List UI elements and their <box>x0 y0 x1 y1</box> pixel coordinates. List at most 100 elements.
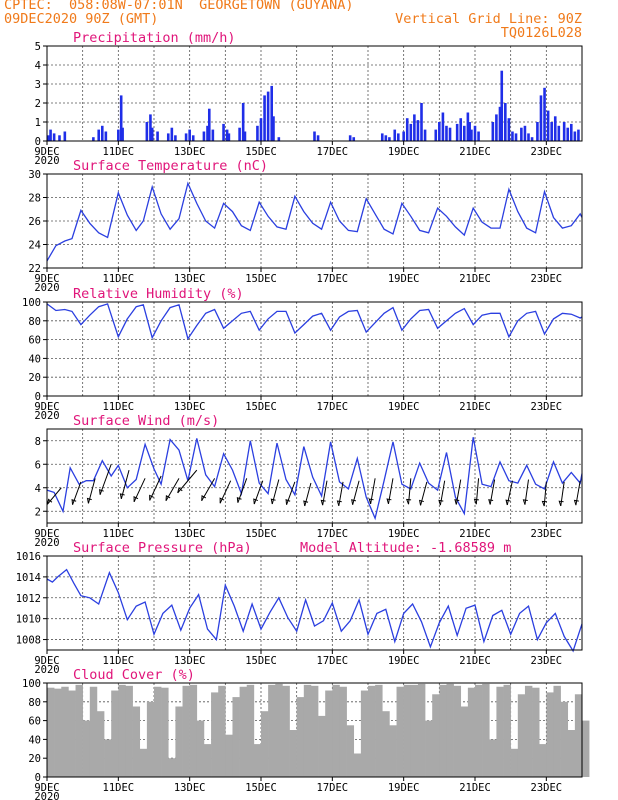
precip-bar <box>121 127 124 141</box>
precip-bar <box>352 137 356 141</box>
precip-bar <box>448 127 452 141</box>
cloud-area-bar <box>567 730 576 777</box>
precip-bar <box>263 95 266 141</box>
header-model-id: TQ0126L028 <box>500 25 582 41</box>
cloud-area-bar <box>125 685 133 777</box>
temp-year-label: 2020 <box>34 282 59 294</box>
wind-vector-head <box>438 499 444 506</box>
rh-xtick-label: 15DEC <box>245 401 277 413</box>
pressure-annotation: Model Altitude: -1.68589 m <box>300 540 511 556</box>
cloud-area-bar <box>467 687 476 777</box>
cloud-area-bar <box>524 685 533 777</box>
precip-bar <box>188 129 191 141</box>
precip-bar <box>470 129 473 141</box>
cloud-area-bar <box>503 684 511 777</box>
cloud-area-bar <box>161 687 169 777</box>
precip-bar <box>438 122 441 141</box>
precip-bar <box>313 131 316 141</box>
rh-frame <box>46 301 583 397</box>
wind-title: Surface Wind (m/s) <box>73 413 219 429</box>
wind-vector <box>87 478 96 504</box>
wind-vector-head <box>418 499 424 506</box>
precip-bar <box>117 129 120 141</box>
temp-series-line <box>46 181 583 262</box>
temp-xtick-label: 21DEC <box>459 273 491 285</box>
wind-vector <box>46 487 62 505</box>
wind-vector-head <box>253 498 259 505</box>
temp-ytick-label: 26 <box>28 216 41 228</box>
wind-vector-head <box>303 500 309 507</box>
precip-xtick-label: 15DEC <box>245 146 277 158</box>
precip-year-label: 2020 <box>34 155 59 167</box>
wind-vector-head <box>46 498 53 505</box>
pressure-title: Surface Pressure (hPa) <box>73 540 252 556</box>
wind-vector-head <box>201 494 207 501</box>
pressure-frame <box>46 555 583 651</box>
precip-bar <box>397 133 400 141</box>
wind-vector-head <box>406 498 412 505</box>
wind-vector-head <box>133 496 139 502</box>
wind-vector <box>271 479 280 505</box>
precip-bar <box>520 127 523 141</box>
rh-xtick-label: 17DEC <box>317 401 349 413</box>
precip-frame <box>46 45 583 142</box>
wind-vector <box>165 478 180 502</box>
precip-bar <box>507 118 511 141</box>
cloud-xtick-label: 11DEC <box>103 782 135 794</box>
temp-xtick-label: 17DEC <box>317 273 349 285</box>
pressure-year-label: 2020 <box>34 664 59 676</box>
precip-bar <box>174 135 177 141</box>
cloud-area-bar <box>68 690 76 777</box>
precip-bar <box>191 135 195 141</box>
wind-xtick-label: 21DEC <box>459 528 491 540</box>
pressure-xtick-label: 19DEC <box>388 655 420 667</box>
wind-vector-head <box>386 498 392 505</box>
cloud-area-bar <box>47 687 55 777</box>
precip-ytick-label: 1 <box>35 117 41 129</box>
cloud-area-bar <box>346 725 355 777</box>
cloud-area-bar <box>360 690 369 777</box>
precip-bar <box>539 95 543 141</box>
precip-bar <box>170 127 174 141</box>
cloud-area-bar <box>54 688 62 777</box>
wind-vector-head <box>99 488 104 495</box>
precip-bar <box>277 137 281 141</box>
precip-bar <box>156 131 159 141</box>
wind-vector-head <box>558 500 564 507</box>
cloud-area-bar <box>239 686 248 777</box>
cloud-ytick-label: 60 <box>28 716 41 728</box>
cloud-area-bar <box>303 684 312 777</box>
cloud-area-bar <box>253 744 262 777</box>
precip-bar <box>222 123 225 141</box>
pressure-series-line <box>46 568 583 653</box>
cloud-area-bar <box>132 706 141 777</box>
wind-vector-head <box>320 499 326 506</box>
wind-vector <box>201 478 216 502</box>
cloud-area-bar <box>154 686 162 777</box>
precip-bar <box>63 131 67 141</box>
temp-xtick-label: 23DEC <box>531 273 563 285</box>
precip-bar <box>166 133 170 141</box>
precip-bar <box>97 129 101 141</box>
cloud-area-bar <box>82 720 91 777</box>
wind-vector-head <box>454 499 460 505</box>
wind-vector-head <box>336 500 342 506</box>
header-vertical-grid-line: Vertical Grid Line: 90Z <box>395 11 582 27</box>
precip-ytick-label: 0 <box>35 136 41 148</box>
precip-bar <box>100 125 104 141</box>
cloud-ytick-label: 100 <box>22 678 41 690</box>
wind-xtick-label: 9DEC <box>34 528 59 540</box>
pressure-ytick-label: 1016 <box>16 551 41 563</box>
cloud-area-bar <box>375 684 383 777</box>
wind-vector <box>99 464 112 495</box>
cloud-area-bar <box>168 758 176 777</box>
precip-bar <box>402 131 405 141</box>
cloud-area-bar <box>61 686 69 777</box>
wind-ytick-label: 2 <box>35 506 41 518</box>
wind-vector <box>304 482 312 507</box>
cloud-area-bar <box>546 692 554 777</box>
temp-ytick-label: 22 <box>28 263 41 275</box>
cloud-area-bar <box>203 744 212 777</box>
cloud-area-bar <box>410 684 419 777</box>
rh-xtick-label: 19DEC <box>388 401 420 413</box>
